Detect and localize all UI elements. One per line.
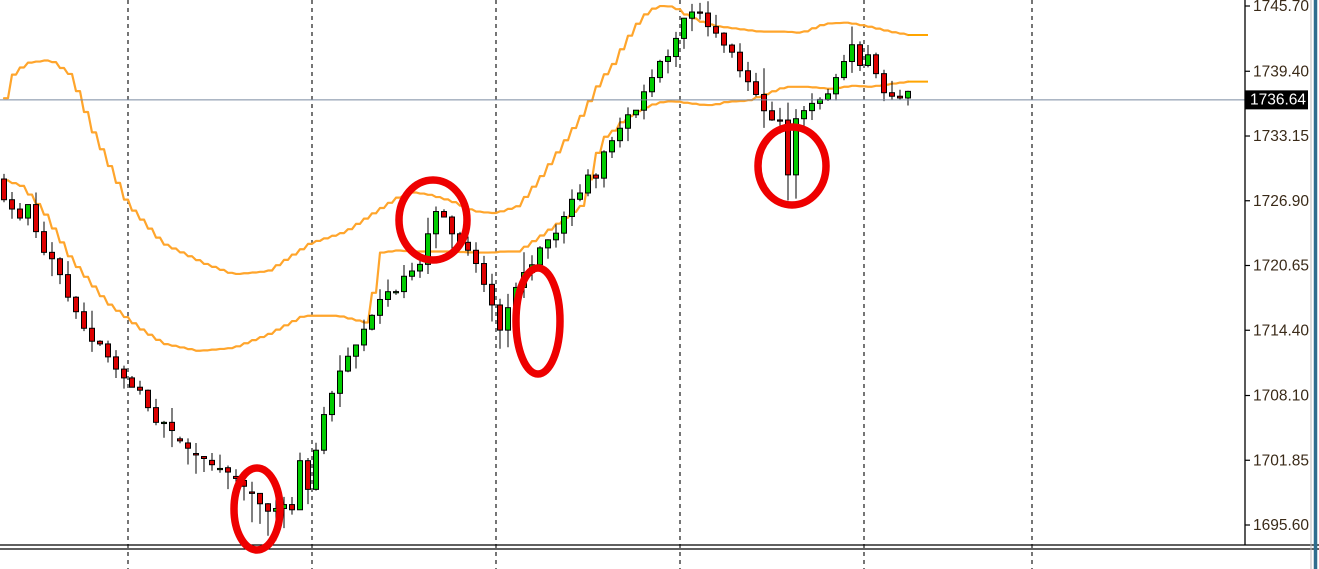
svg-text:1739.40: 1739.40: [1253, 63, 1309, 80]
svg-text:1714.40: 1714.40: [1253, 322, 1309, 339]
svg-text:1733.15: 1733.15: [1253, 128, 1309, 145]
svg-text:1720.65: 1720.65: [1253, 258, 1309, 275]
svg-text:1745.70: 1745.70: [1253, 0, 1309, 15]
svg-text:1701.85: 1701.85: [1253, 452, 1309, 469]
svg-text:1695.60: 1695.60: [1253, 517, 1309, 534]
svg-text:1708.10: 1708.10: [1253, 388, 1309, 405]
svg-text:1726.90: 1726.90: [1253, 193, 1309, 210]
svg-text:1736.64: 1736.64: [1250, 91, 1306, 108]
